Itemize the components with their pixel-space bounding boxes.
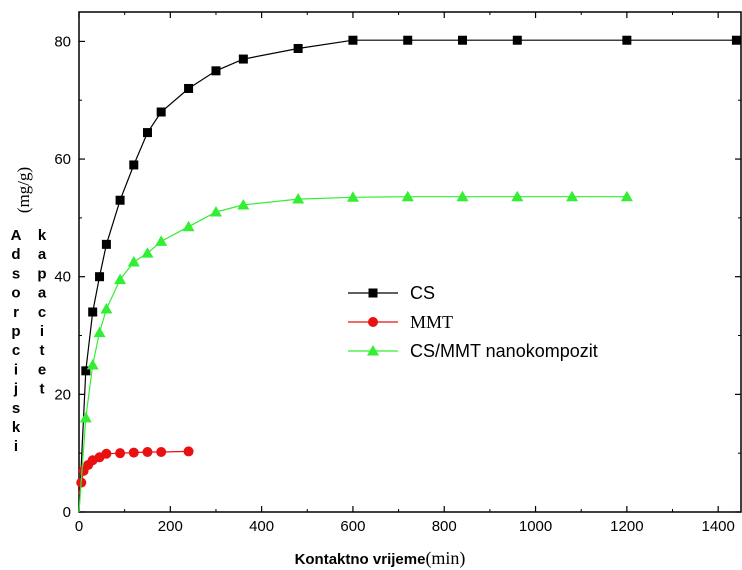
legend-marker	[368, 317, 378, 327]
x-tick-label: 600	[340, 518, 365, 535]
data-point-cs	[129, 160, 139, 170]
data-point-cs-mmt-nanokompozit	[100, 303, 113, 314]
data-point-cs-mmt-nanokompozit	[620, 190, 633, 202]
legend-item-cs-mmt-nanokompozit: CS/MMT nanokompozit	[348, 341, 598, 361]
data-point-cs	[211, 66, 221, 76]
data-point-cs	[731, 35, 741, 45]
x-tick-label: 200	[158, 518, 183, 535]
legend-label: CS/MMT nanokompozit	[410, 341, 598, 361]
y-axis-label-letter: A	[11, 227, 22, 244]
data-point-cs	[101, 239, 111, 249]
y-axis-label-letter: i	[40, 323, 44, 340]
data-point-mmt	[142, 447, 153, 457]
series-cs-mmt-nanokompozit	[78, 190, 633, 513]
data-point-cs-mmt-nanokompozit	[155, 235, 168, 246]
x-tick-label: 1000	[519, 518, 552, 535]
y-axis-label-letter: s	[12, 265, 20, 282]
axis-labels: Kontaktno vrijeme(min)Adsorpcijskikapaci…	[11, 167, 466, 569]
x-axis-unit: (min)	[425, 548, 465, 569]
y-axis-label-letter: k	[12, 419, 21, 436]
x-tick-label: 800	[432, 518, 457, 535]
data-point-cs-mmt-nanokompozit	[79, 411, 92, 423]
data-point-cs	[293, 43, 303, 53]
x-tick-label: 1200	[610, 518, 643, 535]
data-point-cs-mmt-nanokompozit	[141, 247, 154, 258]
y-axis-label-letter: j	[13, 381, 18, 398]
y-axis-label-letter: i	[14, 438, 18, 455]
legend-item-cs: CS	[348, 283, 435, 303]
y-tick-label: 0	[63, 504, 71, 521]
data-point-cs	[115, 195, 125, 205]
x-tick-label: 1400	[701, 518, 734, 535]
data-point-mmt	[115, 448, 126, 459]
data-point-cs	[458, 35, 468, 45]
data-point-cs-mmt-nanokompozit	[401, 190, 414, 202]
y-axis-label-letter: a	[38, 285, 47, 302]
series-cs	[78, 35, 741, 513]
data-point-mmt	[128, 447, 139, 458]
legend-marker	[367, 345, 379, 356]
y-axis-label-letter: k	[38, 227, 47, 244]
data-point-cs-mmt-nanokompozit	[346, 191, 359, 202]
data-point-cs-mmt-nanokompozit	[127, 256, 140, 267]
y-axis-label-letter: t	[40, 342, 45, 359]
data-point-mmt	[101, 448, 112, 459]
data-point-cs-mmt-nanokompozit	[182, 220, 195, 232]
y-tick-label: 80	[54, 33, 71, 50]
y-tick-label: 60	[54, 151, 71, 168]
data-point-cs-mmt-nanokompozit	[292, 193, 305, 204]
data-point-cs-mmt-nanokompozit	[114, 273, 127, 285]
axes: 0 200 400 600 800 1000 1200 1400 0 20 40 60 80	[54, 11, 742, 535]
y-axis-label-letter: e	[38, 361, 46, 378]
x-tick-label: 400	[249, 518, 274, 535]
legend-label: MMT	[410, 312, 453, 332]
data-point-cs	[184, 83, 194, 93]
data-point-cs	[81, 366, 91, 376]
data-point-cs-mmt-nanokompozit	[93, 326, 106, 338]
legend-item-mmt: MMT	[348, 312, 453, 332]
data-point-cs	[622, 35, 632, 45]
x-axis-label: Kontaktno vrijeme(min)	[295, 548, 466, 569]
y-axis-label-letter: s	[12, 400, 20, 417]
x-tick-label: 0	[75, 518, 83, 535]
series-line-cs	[78, 39, 737, 513]
data-point-cs-mmt-nanokompozit	[511, 190, 524, 202]
data-point-cs	[512, 35, 522, 45]
data-point-cs-mmt-nanokompozit	[86, 358, 99, 370]
y-tick-label: 40	[54, 269, 71, 286]
data-point-cs	[348, 35, 358, 45]
data-point-mmt	[183, 446, 194, 457]
y-axis-label-letter: p	[37, 265, 46, 282]
y-axis-label-letter: i	[14, 361, 18, 378]
x-axis-title: Kontaktno vrijeme	[295, 551, 426, 568]
y-axis-label-letter: d	[11, 246, 20, 263]
y-axis-label-letter: o	[11, 285, 20, 302]
legend-label: CS	[410, 283, 435, 303]
data-point-cs-mmt-nanokompozit	[566, 190, 579, 202]
data-point-cs	[88, 307, 98, 317]
y-axis-label-letter: c	[12, 342, 20, 359]
y-axis-label-letter: r	[13, 304, 19, 321]
y-tick-label: 20	[54, 386, 71, 403]
data-point-cs-mmt-nanokompozit	[209, 206, 222, 217]
y-axis-label-letter: p	[11, 323, 20, 340]
series-layer	[76, 35, 741, 513]
y-axis-label-letter: a	[38, 246, 47, 263]
data-point-cs-mmt-nanokompozit	[456, 190, 469, 202]
y-axis-label-letter: t	[40, 381, 45, 398]
series-mmt	[76, 446, 194, 495]
data-point-cs	[403, 35, 413, 45]
data-point-cs-mmt-nanokompozit	[237, 198, 250, 210]
y-axis-unit: (mg/g)	[14, 167, 33, 213]
data-point-cs	[142, 128, 152, 138]
plot-frame	[78, 11, 742, 513]
data-point-cs	[238, 54, 248, 64]
y-axis-label-letter: c	[38, 304, 46, 321]
legend-marker	[368, 288, 378, 298]
legend: CS MMT CS/MMT nanokompozit	[348, 283, 598, 361]
data-point-mmt	[156, 447, 167, 457]
data-point-cs	[95, 272, 105, 282]
data-point-cs	[156, 107, 166, 117]
